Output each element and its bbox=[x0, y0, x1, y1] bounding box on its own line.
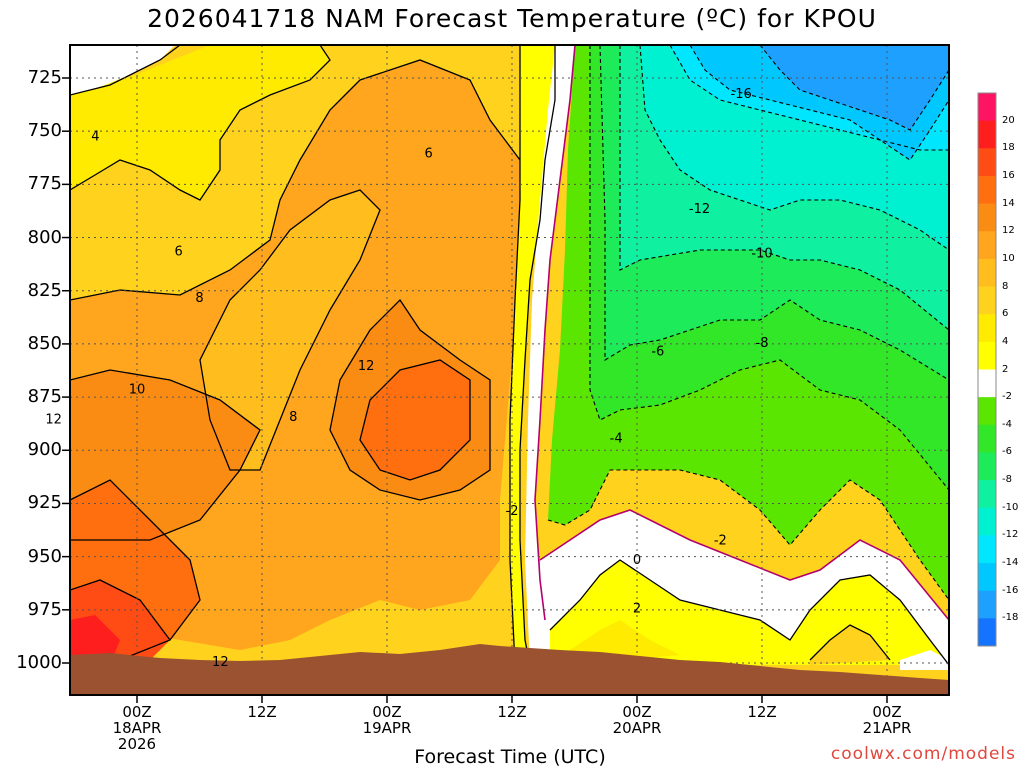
contour-label: 8 bbox=[195, 291, 203, 306]
y-tick-label: 725 bbox=[27, 67, 62, 88]
contour-label: 6 bbox=[175, 244, 183, 259]
colorbar-swatch bbox=[978, 590, 996, 619]
y-tick-label: 1000 bbox=[16, 652, 62, 673]
contour-label: 10 bbox=[129, 383, 146, 398]
colorbar-label: -2 bbox=[1002, 391, 1012, 403]
x-tick-label: 00Z 19APR bbox=[362, 703, 412, 737]
colorbar-label: -6 bbox=[1002, 446, 1012, 458]
contour-label: -8 bbox=[756, 336, 769, 351]
colorbar-swatch bbox=[978, 203, 996, 232]
contour-label: 4 bbox=[91, 129, 99, 144]
terrain bbox=[70, 644, 949, 695]
colorbar-swatch bbox=[978, 618, 996, 647]
y-tick-label: 975 bbox=[27, 598, 62, 620]
colorbar-swatch bbox=[978, 175, 996, 205]
colorbar-swatch bbox=[978, 563, 996, 592]
colorbar-swatch bbox=[978, 93, 996, 122]
colorbar-swatch bbox=[978, 258, 996, 288]
colorbar-swatch bbox=[978, 507, 996, 536]
colorbar-label: 12 bbox=[1002, 225, 1015, 237]
colorbar-label: -18 bbox=[1002, 612, 1019, 624]
colorbar-label: 20 bbox=[1002, 114, 1015, 126]
x-tick-label: 12Z bbox=[247, 703, 277, 721]
cold-contours bbox=[547, 45, 949, 601]
region-2-front bbox=[510, 45, 555, 665]
colorbar-label: 18 bbox=[1002, 142, 1015, 154]
x-tick-label: 12Z bbox=[497, 703, 527, 721]
colorbar-label: 10 bbox=[1002, 252, 1015, 264]
colorbar-label: 4 bbox=[1002, 335, 1009, 347]
credit-text: coolwx.com/models bbox=[830, 744, 1016, 764]
contour-lines bbox=[70, 45, 949, 666]
colorbar-swatch bbox=[978, 148, 996, 177]
contour-label: 12 bbox=[212, 655, 229, 670]
colorbar-label: 16 bbox=[1002, 169, 1015, 181]
x-axis-label: Forecast Time (UTC) bbox=[414, 746, 606, 768]
colorbar-label: 8 bbox=[1002, 280, 1009, 292]
y-tick-label: 800 bbox=[27, 226, 62, 248]
region-cold-white bbox=[525, 45, 575, 665]
colorbar-frame bbox=[977, 92, 997, 647]
colorbar-swatch bbox=[978, 369, 996, 398]
colorbar-swatch bbox=[978, 231, 996, 260]
y-tick-label: 875 bbox=[27, 386, 62, 408]
colorbar-label: -8 bbox=[1002, 474, 1012, 486]
contour-label: -2 bbox=[506, 504, 519, 519]
colorbar-label: -14 bbox=[1002, 557, 1019, 569]
colorbar-label: -10 bbox=[1002, 501, 1019, 513]
region-16 bbox=[70, 615, 120, 665]
colorbar-label: 6 bbox=[1002, 308, 1009, 320]
contour-label: 2 bbox=[633, 602, 641, 617]
colorbar-swatch bbox=[978, 341, 996, 370]
colorbar-label: -16 bbox=[1002, 584, 1019, 596]
contour-label: -10 bbox=[751, 246, 772, 261]
contour-label: -12 bbox=[689, 202, 710, 217]
colorbar-swatch bbox=[978, 480, 996, 509]
colorbar-swatch bbox=[978, 286, 996, 315]
colorbar-swatch bbox=[978, 314, 996, 343]
x-tick-label: 12Z bbox=[747, 703, 777, 721]
colorbar-swatch bbox=[978, 452, 996, 481]
zero-contour bbox=[534, 45, 949, 621]
region-4-b bbox=[70, 45, 330, 200]
region-small-white bbox=[900, 650, 949, 670]
y-tick-label: 950 bbox=[27, 545, 62, 567]
x-tick-label: 00Z 21APR bbox=[862, 703, 912, 737]
colorbar-swatch bbox=[978, 397, 996, 426]
colorbar-label: -4 bbox=[1002, 418, 1012, 430]
x-tick-label: 00Z 20APR bbox=[612, 703, 662, 737]
colorbar-swatch bbox=[978, 424, 996, 453]
y-tick-label: 925 bbox=[27, 492, 62, 514]
y-tick-label: 900 bbox=[27, 439, 62, 461]
contour-label: 0 bbox=[633, 553, 641, 568]
contour-labels: 4 6 8 10 12 8 12 6 12 -2 -4 -6 -8 -10 -12 -16 -2 0 2 bbox=[45, 87, 772, 670]
contour-label: -2 bbox=[714, 534, 727, 549]
plot-frame bbox=[69, 44, 950, 696]
x-tick-label: 00Z 18APR 2026 bbox=[112, 703, 162, 753]
colorbar bbox=[977, 92, 997, 647]
contour-label: -4 bbox=[610, 432, 623, 447]
y-tick-label: 775 bbox=[27, 173, 62, 195]
contour-label: 6 bbox=[425, 146, 433, 161]
contour-label: 12 bbox=[45, 412, 62, 427]
y-tick-label: 750 bbox=[27, 120, 62, 142]
region-top-white bbox=[70, 45, 175, 95]
contour-label: -6 bbox=[651, 344, 664, 359]
contour-label: 12 bbox=[358, 359, 375, 374]
region-minus18 bbox=[760, 45, 949, 130]
contour-label: 8 bbox=[289, 410, 297, 425]
contour-label: -16 bbox=[731, 87, 752, 102]
y-tick-label: 825 bbox=[27, 279, 62, 301]
colorbar-swatch bbox=[978, 120, 996, 149]
tick-marks bbox=[62, 77, 888, 703]
colorbar-swatch bbox=[978, 535, 996, 564]
y-tick-label: 850 bbox=[27, 332, 62, 354]
region-6-inner bbox=[200, 190, 380, 470]
chart-title: 2026041718 NAM Forecast Temperature (ºC)… bbox=[147, 4, 877, 33]
colorbar-label: -12 bbox=[1002, 529, 1019, 541]
colorbar-label: 14 bbox=[1002, 197, 1015, 209]
colorbar-label: 2 bbox=[1002, 363, 1009, 375]
